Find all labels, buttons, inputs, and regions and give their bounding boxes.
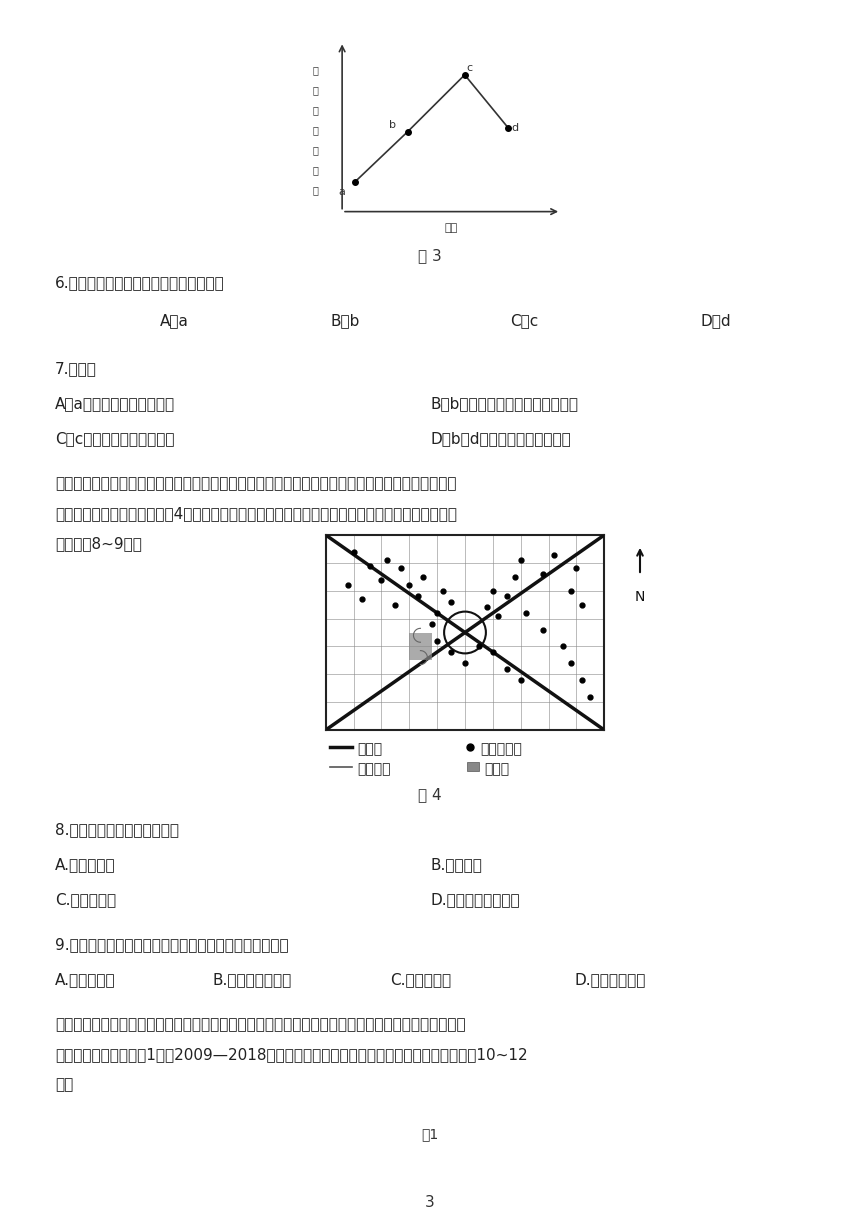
Bar bbox=[409, 632, 432, 660]
Text: 绿化带: 绿化带 bbox=[484, 762, 509, 776]
Text: 资: 资 bbox=[313, 64, 319, 75]
Text: B．b: B．b bbox=[330, 313, 359, 328]
Text: 高级咖啡厅: 高级咖啡厅 bbox=[480, 742, 522, 756]
Text: A.同心圆模式: A.同心圆模式 bbox=[55, 857, 115, 872]
Text: 力: 力 bbox=[313, 185, 319, 195]
Text: D．b、d时期环境人口容量不同: D．b、d时期环境人口容量不同 bbox=[430, 430, 571, 446]
Text: 9.推测该城市中心区基本无高级咖啡厅分布的主要原因是: 9.推测该城市中心区基本无高级咖啡厅分布的主要原因是 bbox=[55, 938, 289, 952]
Text: B.扇形模式: B.扇形模式 bbox=[430, 857, 482, 872]
Text: B．b时期人类对自然环境干扰增强: B．b时期人类对自然环境干扰增强 bbox=[430, 396, 578, 411]
Text: 表1: 表1 bbox=[421, 1127, 439, 1141]
Text: 题。: 题。 bbox=[55, 1077, 73, 1092]
Text: 7.该地区: 7.该地区 bbox=[55, 361, 97, 376]
Text: b: b bbox=[389, 120, 396, 130]
Text: 普通道路: 普通道路 bbox=[357, 762, 390, 776]
Text: 环: 环 bbox=[313, 105, 319, 114]
Text: 高级咖啡厅面向的主要消费群体是城市高端商务人士，高级咖啡厅在城市空间上的布局可以反映出城: 高级咖啡厅面向的主要消费群体是城市高端商务人士，高级咖啡厅在城市空间上的布局可以… bbox=[55, 475, 457, 491]
Text: a: a bbox=[339, 186, 346, 197]
Text: 城市不合理的规划和布局会引起微气候条件的恶化（如热岛效应、大气污染、空气交换变弱等），制约: 城市不合理的规划和布局会引起微气候条件的恶化（如热岛效应、大气污染、空气交换变弱… bbox=[55, 1017, 465, 1032]
Text: 主干道: 主干道 bbox=[357, 742, 382, 756]
Text: A．a: A．a bbox=[160, 313, 189, 328]
Text: 6.该地资源对经济驱动作用最强的时期为: 6.该地资源对经济驱动作用最强的时期为 bbox=[55, 275, 224, 289]
Text: B.交通通达度较低: B.交通通达度较低 bbox=[213, 972, 292, 987]
Text: C.多核心模式: C.多核心模式 bbox=[55, 893, 116, 907]
Bar bbox=[467, 762, 479, 771]
Text: 城市的可持续发展。表1示意2009—2018年北京不同季节城郊气象站点的平均气温。据此完成10~12: 城市的可持续发展。表1示意2009—2018年北京不同季节城郊气象站点的平均气温… bbox=[55, 1047, 528, 1062]
Text: C．c: C．c bbox=[510, 313, 538, 328]
Text: D.扇形与多核心兼具: D.扇形与多核心兼具 bbox=[430, 893, 519, 907]
Text: 境: 境 bbox=[313, 125, 319, 135]
Text: D．d: D．d bbox=[700, 313, 731, 328]
Text: 3: 3 bbox=[425, 1195, 435, 1210]
Text: 据此完成8~9题。: 据此完成8~9题。 bbox=[55, 536, 142, 551]
Text: 图 4: 图 4 bbox=[418, 787, 442, 803]
Text: D.是文化保护区: D.是文化保护区 bbox=[575, 972, 647, 987]
Text: 时间: 时间 bbox=[445, 224, 458, 233]
Text: d: d bbox=[512, 123, 519, 134]
Text: c: c bbox=[466, 63, 472, 73]
Text: A.人流量较少: A.人流量较少 bbox=[55, 972, 115, 987]
Text: 源: 源 bbox=[313, 85, 319, 95]
Text: 市商业区的空间布局形态。图4是我国北方平原地区某城市的路网和高级咖啡厅的空间分布示意图。: 市商业区的空间布局形态。图4是我国北方平原地区某城市的路网和高级咖啡厅的空间分布… bbox=[55, 506, 457, 520]
Text: N: N bbox=[635, 590, 645, 604]
Text: 8.该城市的空间结构最可能为: 8.该城市的空间结构最可能为 bbox=[55, 822, 179, 837]
Text: A．a时期生产技术水平最高: A．a时期生产技术水平最高 bbox=[55, 396, 175, 411]
Text: 图 3: 图 3 bbox=[418, 248, 442, 263]
Text: 承: 承 bbox=[313, 145, 319, 154]
Text: C．c时期达到人口合理容量: C．c时期达到人口合理容量 bbox=[55, 430, 175, 446]
Text: C.环境质量差: C.环境质量差 bbox=[390, 972, 452, 987]
Text: 载: 载 bbox=[313, 165, 319, 175]
